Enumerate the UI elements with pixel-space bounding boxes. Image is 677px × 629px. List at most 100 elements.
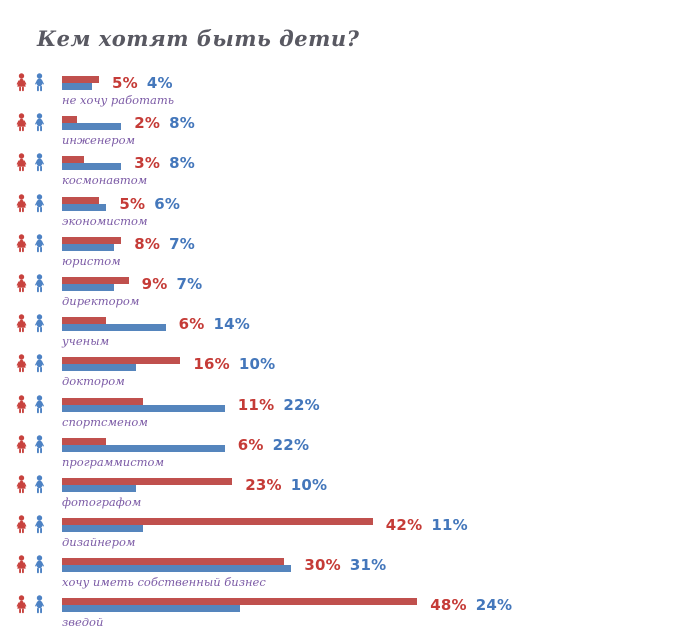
pct-blue: 11% <box>431 516 468 535</box>
bars-line: 48% 24% <box>62 596 512 614</box>
percent-labels: 6% 14% <box>179 315 250 333</box>
percent-labels: 8% 7% <box>134 235 195 253</box>
chart-row: 42% 11% дизайнером <box>14 515 677 549</box>
bars <box>62 276 129 291</box>
bar-red <box>62 558 284 566</box>
bar-red <box>62 397 144 405</box>
bar-blue <box>62 123 122 131</box>
bars <box>62 598 418 613</box>
bars-line: 16% 10% <box>62 355 275 373</box>
category-label: хочу иметь собственный бизнес <box>62 575 266 590</box>
pct-blue: 22% <box>272 435 310 454</box>
girl-icon <box>14 314 29 340</box>
boy-icon <box>32 153 47 179</box>
pct-blue: 8% <box>169 154 195 173</box>
chart-row: 9% 7% директором <box>14 274 677 308</box>
boy-icon <box>32 555 47 581</box>
bars <box>62 156 122 171</box>
girl-icon <box>14 515 29 541</box>
row-body: 5% 4% не хочу работать <box>62 74 174 107</box>
bar-blue <box>62 283 114 291</box>
pct-red: 5% <box>119 194 146 213</box>
percent-labels: 30% 31% <box>304 556 386 574</box>
row-icons <box>14 314 48 340</box>
bar-red <box>62 236 122 244</box>
girl-icon <box>14 113 29 139</box>
bars-line: 6% 14% <box>62 315 250 333</box>
percent-labels: 16% 10% <box>193 355 275 373</box>
boy-icon <box>32 595 47 621</box>
bars-line: 6% 22% <box>62 436 309 454</box>
pct-red: 5% <box>112 74 138 92</box>
row-icons <box>14 234 48 260</box>
row-icons <box>14 73 48 99</box>
category-label: программистом <box>62 454 165 469</box>
bars-line: 42% 11% <box>62 516 468 534</box>
percent-labels: 5% 6% <box>119 195 180 213</box>
pct-blue: 24% <box>475 596 513 615</box>
boy-icon <box>32 73 47 99</box>
bar-red <box>62 156 85 164</box>
pct-red: 42% <box>385 516 423 535</box>
chart-row: 11% 22% спортсменом <box>14 394 677 429</box>
row-body: 11% 22% спортсменом <box>62 396 320 429</box>
percent-labels: 9% 7% <box>142 275 203 293</box>
bar-red <box>62 116 77 124</box>
row-icons <box>14 475 48 501</box>
chart-row: 23% 10% фотографом <box>14 475 677 509</box>
row-body: 23% 10% фотографом <box>62 476 327 509</box>
percent-labels: 6% 22% <box>238 436 309 454</box>
boy-icon <box>32 434 47 461</box>
pct-blue: 7% <box>169 234 195 253</box>
row-body: 3% 8% космонавтом <box>62 154 195 187</box>
row-icons <box>14 153 48 179</box>
bars-line: 23% 10% <box>62 476 327 494</box>
row-icons <box>14 274 48 300</box>
category-label: инженером <box>62 133 136 148</box>
bars-line: 11% 22% <box>62 396 320 414</box>
category-label: директором <box>62 293 140 308</box>
pct-blue: 14% <box>213 315 250 334</box>
bars <box>62 397 225 412</box>
girl-icon <box>14 153 29 179</box>
bars-line: 5% 4% <box>62 74 174 92</box>
page-title: Кем хотят быть дети? <box>37 26 360 51</box>
chart-row: 30% 31% хочу иметь собственный бизнес <box>14 555 677 590</box>
pct-red: 8% <box>134 234 161 253</box>
pct-red: 6% <box>237 435 264 454</box>
pct-blue: 7% <box>176 274 203 293</box>
girl-icon <box>14 475 29 501</box>
bar-blue <box>62 324 166 332</box>
bars <box>62 477 233 492</box>
bars-line: 30% 31% <box>62 556 386 574</box>
boy-icon <box>32 113 47 139</box>
pct-red: 9% <box>141 274 168 293</box>
row-body: 42% 11% дизайнером <box>62 516 468 549</box>
row-body: 2% 8% инженером <box>62 114 195 147</box>
row-body: 6% 14% ученым <box>62 315 250 348</box>
chart-row: 6% 22% программистом <box>14 434 677 469</box>
girl-icon <box>14 595 29 621</box>
row-icons <box>14 555 48 581</box>
bar-blue <box>62 525 144 533</box>
pct-blue: 22% <box>283 395 320 414</box>
pct-red: 6% <box>178 315 205 334</box>
percent-labels: 3% 8% <box>134 154 195 172</box>
girl-icon <box>14 394 29 421</box>
row-icons <box>14 193 48 220</box>
pct-red: 2% <box>134 114 161 133</box>
bars <box>62 437 225 452</box>
pct-blue: 8% <box>169 114 195 133</box>
bar-blue <box>62 444 225 452</box>
row-icons <box>14 354 48 380</box>
pct-red: 16% <box>193 355 230 374</box>
bars-line: 3% 8% <box>62 154 195 172</box>
pct-red: 48% <box>430 596 467 615</box>
row-icons <box>14 394 48 421</box>
bars <box>62 558 292 573</box>
boy-icon <box>32 515 47 541</box>
percent-labels: 42% 11% <box>386 516 468 534</box>
chart-rows: 5% 4% не хочу работать <box>14 73 677 629</box>
row-body: 6% 22% программистом <box>62 436 309 469</box>
pct-blue: 31% <box>349 556 387 575</box>
